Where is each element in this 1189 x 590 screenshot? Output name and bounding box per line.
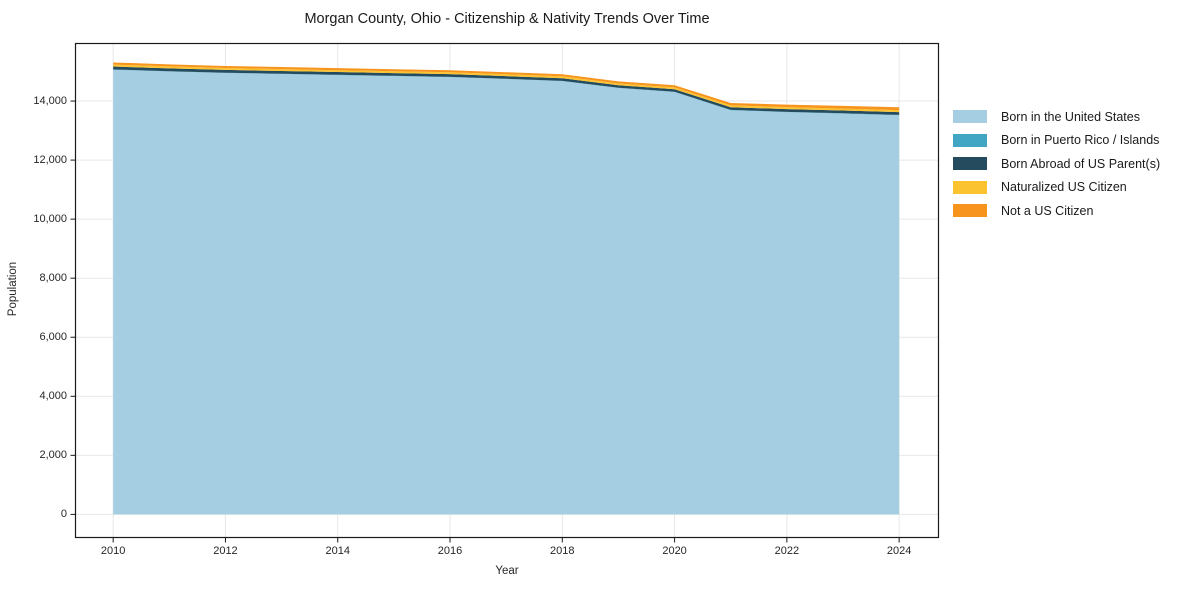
y-tick-label: 2,000	[39, 448, 67, 461]
legend-item: Born Abroad of US Parent(s)	[953, 152, 1160, 176]
legend-swatch	[953, 204, 987, 218]
x-tick-label: 2018	[550, 545, 575, 557]
legend-label: Born in Puerto Rico / Islands	[1001, 133, 1160, 148]
plot-border	[74, 42, 940, 539]
legend-item: Born in Puerto Rico / Islands	[953, 129, 1160, 153]
y-tick-label: 0	[60, 507, 67, 520]
x-tick-label: 2022	[774, 545, 800, 557]
legend-label: Not a US Citizen	[1001, 203, 1094, 218]
area-series-2	[113, 66, 900, 115]
y-tick-label: 12,000	[33, 153, 67, 166]
legend-item: Naturalized US Citizen	[953, 176, 1160, 200]
legend-label: Naturalized US Citizen	[1001, 180, 1127, 195]
x-tick-label: 2024	[886, 545, 912, 557]
y-tick-label: 14,000	[33, 94, 67, 107]
legend: Born in the United States Born in Puerto …	[953, 105, 1160, 223]
area-series-0	[113, 69, 900, 515]
legend-swatch	[953, 110, 987, 124]
chart-title: Morgan County, Ohio - Citizenship & Nati…	[304, 11, 710, 27]
x-tick-label: 2010	[100, 545, 126, 557]
x-axis-label: Year	[495, 565, 519, 577]
y-axis-label: Population	[7, 261, 19, 317]
plot-area	[70, 42, 940, 543]
legend-swatch	[953, 180, 987, 194]
legend-label: Born Abroad of US Parent(s)	[1001, 156, 1161, 171]
legend-item: Not a US Citizen	[953, 199, 1160, 223]
y-tick-label: 4,000	[39, 389, 67, 402]
legend-label: Born in the United States	[1001, 109, 1140, 124]
y-tick-label: 6,000	[39, 330, 67, 343]
x-tick-label: 2020	[662, 545, 687, 557]
legend-item: Born in the United States	[953, 105, 1160, 129]
legend-swatch	[953, 157, 987, 171]
x-tick-label: 2012	[213, 545, 238, 557]
x-tick-label: 2014	[325, 545, 350, 557]
y-tick-label: 8,000	[39, 271, 67, 284]
x-tick-label: 2016	[437, 545, 463, 557]
legend-swatch	[953, 133, 987, 147]
area-series-4	[113, 62, 900, 111]
y-tick-label: 10,000	[33, 212, 67, 225]
